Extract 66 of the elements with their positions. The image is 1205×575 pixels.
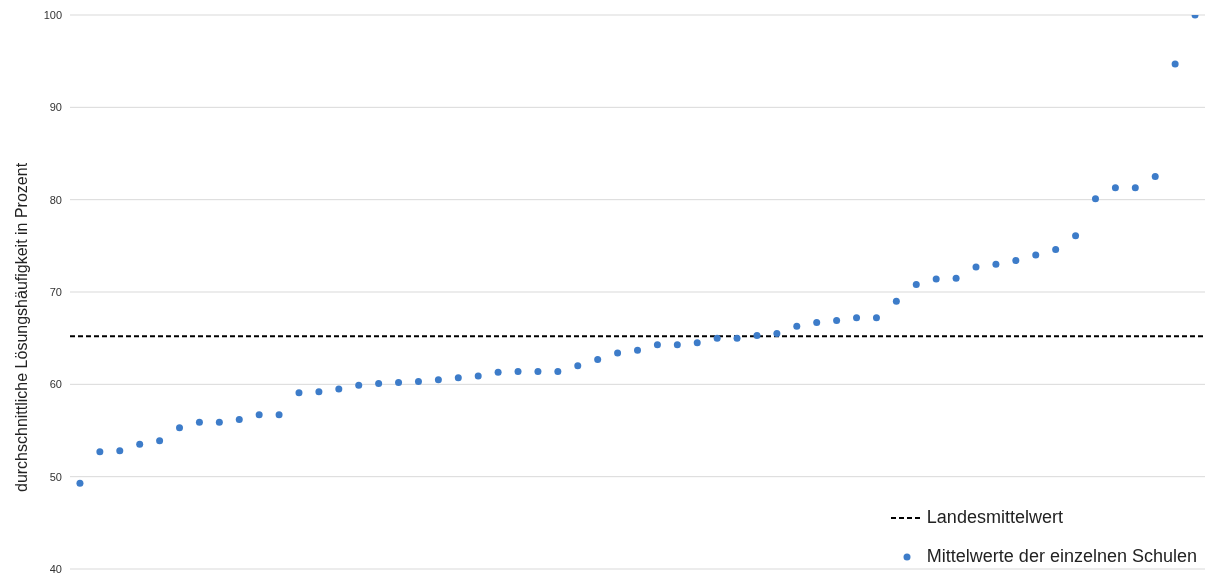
point — [1151, 173, 1159, 181]
point — [1032, 251, 1040, 259]
point — [773, 330, 781, 338]
point — [1072, 232, 1080, 240]
point — [813, 318, 821, 326]
point — [255, 411, 263, 419]
point — [853, 314, 861, 322]
point — [215, 418, 223, 426]
point — [892, 297, 900, 305]
point — [414, 378, 422, 386]
y-tick-label: 100 — [43, 8, 62, 21]
point — [733, 334, 741, 342]
point — [912, 281, 920, 289]
y-tick-label: 40 — [49, 562, 62, 575]
point — [713, 334, 721, 342]
point — [315, 388, 323, 396]
point — [1052, 246, 1060, 254]
point — [76, 479, 84, 487]
point — [375, 379, 383, 387]
y-tick-label: 60 — [49, 378, 62, 391]
legend-label: Landesmittelwert — [926, 507, 1063, 528]
point — [335, 385, 343, 393]
point — [1111, 184, 1119, 192]
point — [872, 314, 880, 322]
point — [673, 341, 681, 349]
point — [96, 448, 104, 456]
y-tick-label: 90 — [49, 101, 62, 114]
point — [793, 322, 801, 330]
point — [653, 341, 661, 349]
point — [554, 367, 562, 375]
y-tick-label: 70 — [49, 285, 62, 298]
point — [295, 389, 303, 397]
legend-label: Mittelwerte der einzelnen Schulen — [926, 546, 1197, 567]
point — [275, 411, 283, 419]
y-tick-label: 80 — [49, 193, 62, 206]
point — [235, 415, 243, 423]
point — [1171, 60, 1179, 68]
point — [156, 437, 164, 445]
point — [753, 331, 761, 339]
point — [494, 368, 502, 376]
point — [1131, 184, 1139, 192]
point — [1012, 257, 1020, 265]
point — [594, 355, 602, 363]
point — [116, 447, 124, 455]
point — [972, 263, 980, 271]
point — [395, 378, 403, 386]
point — [195, 418, 203, 426]
point — [176, 424, 184, 432]
point — [1091, 195, 1099, 203]
point — [833, 317, 841, 325]
point — [534, 367, 542, 375]
point — [454, 374, 462, 382]
point — [574, 362, 582, 370]
point — [136, 440, 144, 448]
point — [474, 372, 482, 380]
point — [434, 376, 442, 384]
y-tick-label: 50 — [49, 470, 62, 483]
point — [952, 274, 960, 282]
y-axis-title: durchschnittliche Lösungshäufigkeit in Prozent — [12, 162, 30, 492]
point — [614, 349, 622, 357]
point — [355, 381, 363, 389]
point — [634, 346, 641, 354]
point — [693, 339, 701, 347]
point — [932, 275, 940, 283]
point — [514, 367, 522, 375]
point — [992, 260, 1000, 268]
